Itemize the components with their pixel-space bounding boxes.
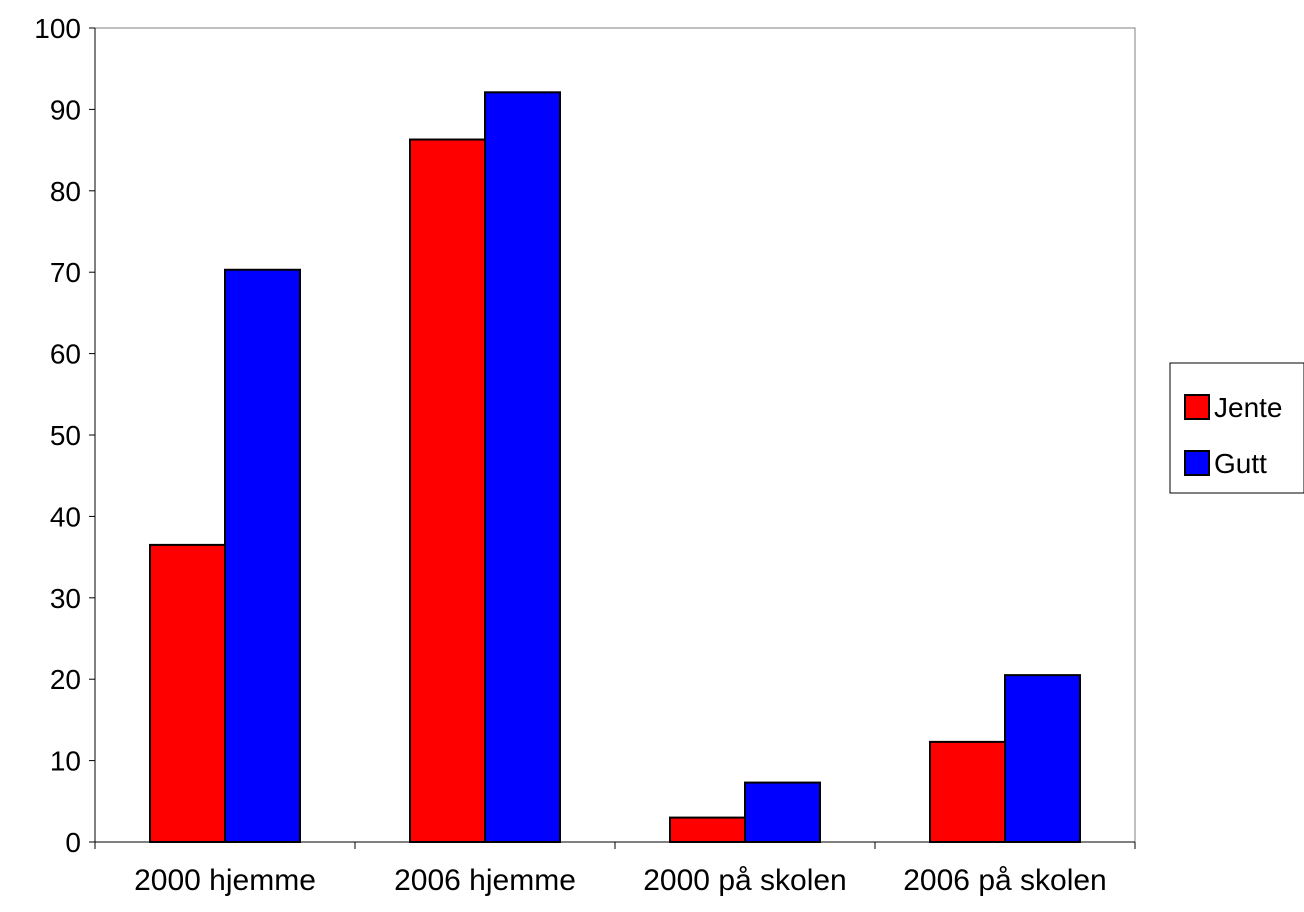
x-tick-label: 2000 hjemme: [134, 864, 316, 897]
x-tick-label: 2006 hjemme: [394, 864, 576, 897]
y-tick-label: 60: [50, 339, 81, 370]
legend-label-jente: Jente: [1214, 392, 1283, 423]
y-tick-label: 100: [34, 13, 81, 44]
y-tick-label: 90: [50, 94, 81, 125]
bar-jente-3: [929, 740, 1006, 843]
legend-swatch-gutt: [1184, 450, 1210, 476]
bar-jente-2: [669, 816, 746, 844]
bar-jente-1: [409, 138, 486, 843]
y-tick-label: 20: [50, 664, 81, 695]
y-tick-label: 0: [65, 827, 81, 858]
bar-gutt-0: [224, 268, 301, 843]
y-tick-label: 70: [50, 257, 81, 288]
bar-gutt-2: [744, 781, 821, 844]
legend-swatch-jente: [1184, 394, 1210, 420]
legend: Jente Gutt: [1169, 362, 1304, 494]
plot-area: [94, 27, 1136, 844]
bar-gutt-3: [1004, 674, 1081, 843]
x-tick-label: 2006 på skolen: [903, 864, 1107, 897]
y-tick-label: 80: [50, 176, 81, 207]
bar-gutt-1: [484, 91, 561, 843]
y-tick-label: 30: [50, 583, 81, 614]
y-tick-label: 40: [50, 501, 81, 532]
y-tick-label: 50: [50, 420, 81, 451]
x-tick-label: 2000 på skolen: [643, 864, 847, 897]
bar-jente-0: [149, 543, 226, 843]
axes: 0 10 20 30 40 50 60 70 80 90 100 2000 hjemme 2006 hj…: [34, 13, 1136, 897]
y-tick-label: 10: [50, 746, 81, 777]
legend-label-gutt: Gutt: [1214, 448, 1267, 479]
